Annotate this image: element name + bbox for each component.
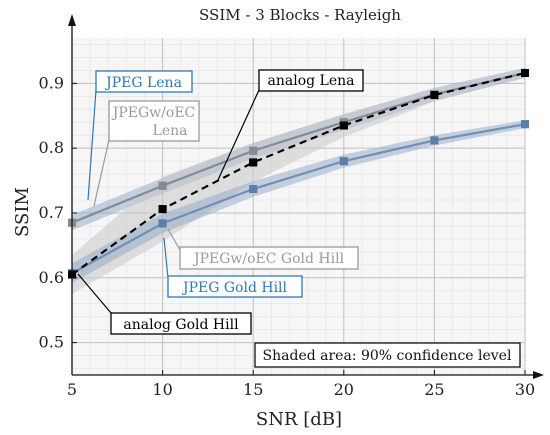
tick-labels: 5 10 15 20 25 30 0.5 0.6 0.7 0.8 0.9: [39, 73, 536, 399]
confidence-note: Shaded area: 90% confidence level: [263, 348, 512, 364]
annotation-box-jpegwoec-lena: [108, 100, 200, 142]
annotation-box-analog-goldhill: [110, 312, 252, 335]
x-tick-label: 5: [67, 380, 77, 399]
annotation-box-jpeg-lena: [95, 70, 193, 93]
series-line: [71, 123, 526, 275]
annotation-box-jpegwoec-goldhill: [179, 246, 359, 270]
x-tick-label: 30: [515, 380, 535, 399]
data-point: [339, 121, 348, 130]
y-axis-label: SSIM: [12, 187, 33, 237]
leader-analog-goldhill: [77, 273, 112, 314]
annotation-jpegwoec-lena-line1: JPEGw/oEC: [111, 105, 196, 121]
annotation-jpegwoec-lena-line2: Lena: [153, 123, 188, 139]
x-tick-label: 25: [424, 380, 444, 399]
data-point: [158, 205, 167, 214]
y-axis-arrow: [68, 14, 76, 26]
data-point: [430, 136, 439, 145]
annotation-box-jpeg-goldhill: [167, 275, 303, 298]
note-box: [254, 342, 521, 368]
data-point: [158, 219, 167, 228]
annotation-jpeg-goldhill: JPEG Gold Hill: [181, 280, 288, 296]
data-point: [521, 120, 529, 129]
x-tick-label: 15: [243, 380, 263, 399]
x-axis-arrow: [533, 371, 544, 379]
axes: [68, 14, 544, 379]
leader-jpegwoec-lena: [93, 139, 110, 207]
series-line: [71, 72, 526, 276]
leader-jpegwoec-goldhill: [167, 228, 181, 251]
annotation-box-analog-lena: [258, 69, 364, 92]
data-point: [339, 157, 348, 166]
x-axis-label: SNR [dB]: [256, 409, 342, 430]
data-point: [521, 68, 529, 77]
confidence-band: [72, 120, 525, 283]
annotation-jpegwoec-goldhill: JPEGw/oEC Gold Hill: [192, 251, 345, 267]
chart-title: SSIM - 3 Blocks - Rayleigh: [199, 6, 401, 24]
y-tick-label: 0.6: [39, 268, 64, 287]
y-tick-label: 0.5: [39, 333, 64, 352]
annotation-jpeg-lena: JPEG Lena: [104, 75, 182, 91]
confidence-band: [72, 69, 525, 294]
data-point: [430, 91, 439, 100]
leader-jpeg-goldhill: [163, 237, 169, 279]
data-point: [249, 146, 258, 155]
annotation-analog-lena: analog Lena: [268, 73, 355, 89]
y-tick-label: 0.8: [39, 138, 64, 157]
x-tick-label: 10: [152, 380, 172, 399]
data-point: [158, 181, 167, 190]
annotation-analog-goldhill: analog Gold Hill: [123, 317, 239, 333]
x-tick-label: 20: [334, 380, 354, 399]
leader-analog-lena: [217, 89, 260, 181]
leader-jpeg-lena: [87, 89, 97, 201]
data-point: [249, 185, 258, 194]
data-point: [249, 158, 258, 167]
series-lines: [71, 71, 526, 276]
annotations: JPEG Lena JPEGw/oEC Lena analog Lena JPEGw/o…: [77, 69, 521, 368]
y-tick-label: 0.7: [39, 203, 64, 222]
y-tick-label: 0.9: [39, 73, 64, 92]
